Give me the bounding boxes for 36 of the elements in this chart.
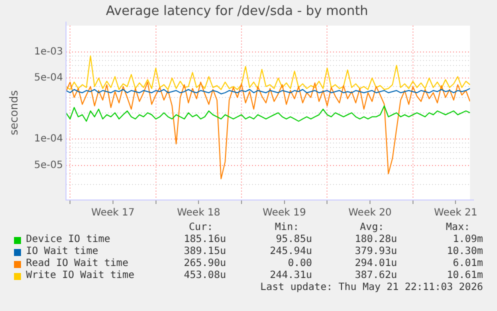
text: Last update: Thu May 21 22:11:03 2026 [259, 282, 483, 294]
text: 6.01m [452, 258, 483, 269]
text: 95.85u [274, 234, 312, 245]
text: 379.93u [354, 246, 397, 257]
text: 453.08u [182, 270, 226, 281]
x-tick-label: Week 19 [262, 208, 306, 219]
text: 389.15u [182, 246, 226, 257]
y-tick-label: 5e-04 [34, 72, 63, 84]
legend-label: IO Wait time [26, 246, 98, 258]
x-tick-label: Week 21 [434, 208, 478, 219]
y-tick-label: 1e-03 [34, 46, 63, 58]
text: Avg: [358, 222, 384, 233]
text: Min: [274, 222, 299, 233]
text: Cur: [188, 222, 213, 233]
y-tick-label: 1e-04 [34, 134, 63, 145]
text: 0.00 [286, 258, 312, 269]
legend-label: Device IO time [26, 234, 110, 246]
y-tick-label: 5e-05 [34, 160, 63, 171]
x-tick-label: Week 18 [176, 208, 220, 219]
text: 10.61m [446, 270, 483, 281]
text: 1.09m [452, 234, 483, 245]
text: 294.01u [354, 258, 397, 269]
x-tick-label: Week 20 [348, 208, 392, 219]
text: Max: [444, 222, 470, 233]
text: 265.90u [182, 258, 226, 269]
text: 10.30m [446, 246, 483, 257]
text: 185.16u [182, 234, 226, 245]
legend-label: Write IO Wait time [26, 270, 134, 282]
text: 244.31u [268, 270, 312, 281]
legend-label: Read IO Wait time [26, 258, 128, 270]
text: 245.94u [268, 246, 312, 257]
text: 387.62u [354, 270, 397, 281]
text: 180.28u [354, 234, 397, 245]
chart-title: Average latency for /dev/sda - by month [106, 4, 368, 20]
x-tick-label: Week 17 [91, 208, 135, 219]
y-axis-title: seconds [7, 90, 20, 136]
